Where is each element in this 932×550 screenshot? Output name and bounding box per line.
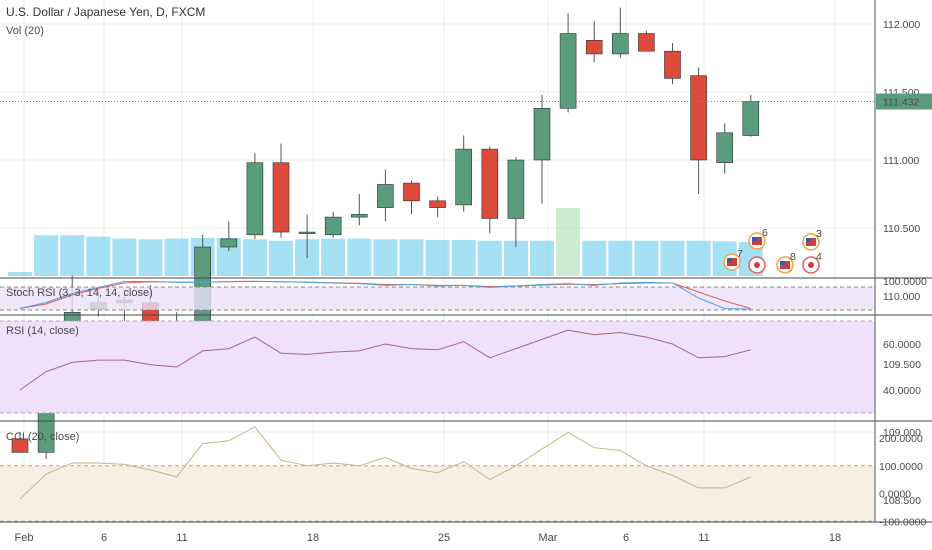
candle[interactable] [429, 200, 446, 208]
candle[interactable] [403, 182, 420, 202]
time-tick-label: 25 [438, 532, 450, 544]
stoch-rsi-d-line [19, 280, 751, 309]
candle[interactable] [220, 238, 238, 248]
volume-bar [582, 240, 607, 276]
candle[interactable] [507, 159, 525, 219]
rsi-band [0, 321, 875, 413]
event-count: 8 [790, 251, 796, 263]
time-tick-label: 18 [829, 532, 841, 544]
time-tick-label: 11 [176, 532, 187, 544]
time-tick-label: Mar [539, 532, 558, 544]
volume-bar [347, 238, 372, 276]
volume-bar [425, 239, 450, 276]
event-count: 7 [737, 248, 743, 260]
candle[interactable] [350, 214, 368, 218]
event-count: 4 [816, 251, 822, 263]
stoch-band [0, 287, 875, 310]
candle[interactable] [533, 108, 551, 161]
cci-tick-label: -100.0000 [879, 516, 926, 528]
current-price-tag [876, 93, 932, 110]
volume-bar [321, 238, 346, 276]
candle[interactable] [664, 50, 681, 79]
stoch-tick-label: 100.0000 [883, 276, 927, 288]
cci-band [0, 465, 875, 522]
volume-bar [138, 239, 163, 276]
event-count: 6 [762, 227, 768, 239]
candle[interactable] [246, 162, 264, 236]
price-tick-label: 110.000 [883, 291, 920, 303]
candle[interactable] [481, 148, 499, 219]
volume-bar [530, 240, 554, 276]
us-flag-canton [780, 261, 785, 265]
cci-pane[interactable] [0, 426, 875, 522]
candle[interactable] [559, 33, 577, 109]
volume-bar [686, 240, 711, 276]
rsi-title: RSI (14, close) [6, 325, 79, 337]
us-flag-canton [806, 238, 811, 242]
volume-bar [608, 240, 633, 276]
time-tick-label: Feb [15, 532, 34, 544]
candle[interactable] [638, 33, 655, 52]
volume-bar [164, 238, 189, 276]
volume-bar [242, 239, 267, 276]
stoch-rsi-title: Stoch RSI (3, 3, 14, 14, close) [6, 287, 153, 299]
cci-tick-label: 0.0000 [879, 489, 911, 501]
time-tick-label: 6 [101, 532, 107, 544]
price-tick-label: 111.000 [883, 155, 920, 167]
volume-bar [556, 208, 581, 276]
volume-bar [112, 238, 137, 276]
volume-bar [60, 235, 85, 276]
candle[interactable] [455, 148, 473, 206]
volume-label: Vol (20) [6, 25, 44, 37]
time-tick-label: 18 [307, 532, 319, 544]
price-pane[interactable]: 7 6 8 3 4 [0, 7, 875, 460]
rsi-pane[interactable] [0, 320, 875, 414]
price-tick-label: 108.500 [883, 495, 921, 507]
volume-bar [634, 240, 659, 276]
candle[interactable] [690, 75, 707, 161]
event-count: 3 [816, 228, 822, 240]
jp-flag-sun [808, 262, 814, 268]
candle[interactable] [298, 231, 316, 234]
rsi-tick-label: 40.0000 [883, 385, 921, 397]
candle[interactable] [585, 40, 603, 55]
volume-bar [86, 236, 111, 276]
volume-bar [373, 239, 398, 276]
cci-line [19, 426, 751, 500]
cci-tick-label: 200.0000 [879, 433, 923, 445]
price-tick-label: 109.000 [883, 427, 921, 439]
rsi-line [19, 329, 751, 391]
candle[interactable] [716, 132, 734, 164]
price-tick-label: 109.500 [883, 359, 921, 371]
volume-bar [451, 239, 476, 276]
cci-tick-label: 100.0000 [879, 461, 923, 473]
candle[interactable] [611, 33, 629, 55]
stoch-rsi-pane[interactable] [0, 280, 875, 311]
volume-bar [477, 240, 502, 276]
volume-bar [34, 235, 59, 276]
rsi-tick-label: 60.0000 [883, 339, 921, 351]
time-tick-label: 11 [698, 532, 709, 544]
time-tick-label: 6 [623, 532, 629, 544]
jp-flag-sun [754, 262, 760, 268]
volume-bar [660, 240, 685, 276]
price-tick-label: 112.000 [883, 19, 920, 31]
current-price-label: 111.432 [883, 97, 920, 109]
cci-title: CCI (20, close) [6, 431, 79, 443]
candle[interactable] [272, 162, 290, 233]
volume-bar [269, 240, 293, 276]
price-tick-label: 110.500 [883, 223, 920, 235]
chart-title: U.S. Dollar / Japanese Yen, D, FXCM [6, 5, 205, 19]
volume-bar [8, 271, 32, 276]
us-flag-canton [727, 258, 732, 262]
candle[interactable] [11, 438, 29, 453]
stoch-rsi-k-line [19, 280, 751, 310]
volume-bar [399, 239, 424, 276]
candle[interactable] [324, 216, 342, 236]
candle[interactable] [742, 101, 760, 136]
candle[interactable] [377, 184, 394, 208]
us-flag-canton [752, 237, 757, 241]
